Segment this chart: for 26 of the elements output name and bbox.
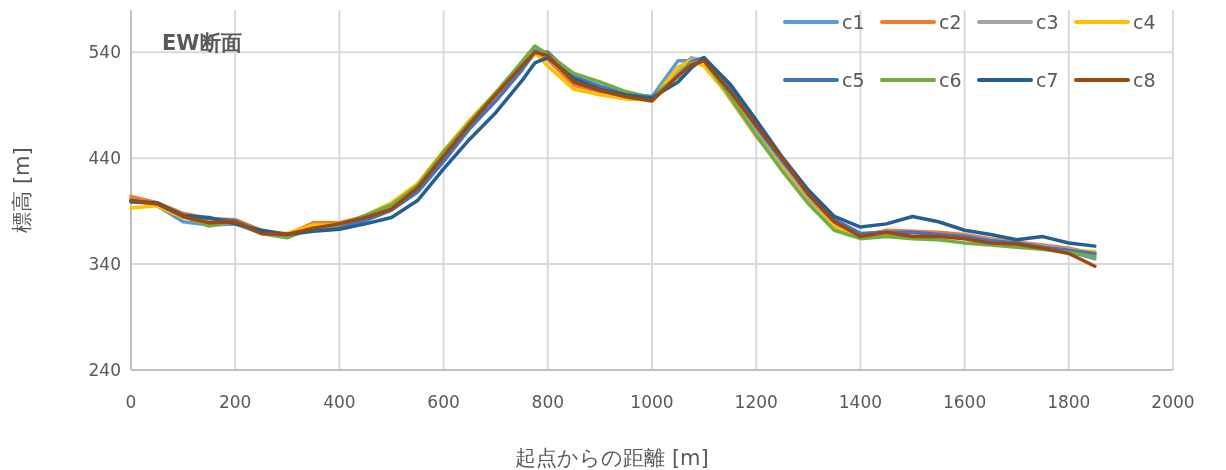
y-tick-label: 340 <box>88 254 121 275</box>
y-tick-label: 540 <box>88 42 121 63</box>
legend-label: c6 <box>939 69 962 91</box>
legend-label: c2 <box>939 11 962 33</box>
y-tick-label: 240 <box>88 360 121 380</box>
legend-label: c7 <box>1036 69 1059 91</box>
y-axis-title: 標高 [m] <box>10 147 34 233</box>
x-tick-label: 600 <box>427 392 460 412</box>
x-tick-label: 400 <box>323 392 356 412</box>
x-tick-label: 2000 <box>1151 392 1195 412</box>
x-tick-label: 1200 <box>734 392 778 412</box>
x-tick-label: 1800 <box>1047 392 1091 412</box>
y-tick-label: 440 <box>88 148 121 169</box>
x-tick-label: 0 <box>125 392 137 412</box>
x-tick-label: 1400 <box>838 392 883 412</box>
legend-label: c8 <box>1133 69 1156 91</box>
x-tick-label: 200 <box>218 392 252 412</box>
legend-label: c4 <box>1133 11 1156 33</box>
x-tick-label: 1600 <box>942 392 987 412</box>
text: EW断面 <box>162 31 242 55</box>
x-tick-label: 1000 <box>630 392 674 412</box>
legend-label: c1 <box>842 11 865 33</box>
legend-label: c3 <box>1036 11 1059 33</box>
x-tick-label: 800 <box>531 392 565 412</box>
x-axis-title: 起点からの距離 [m] <box>515 446 709 470</box>
legend-label: c5 <box>842 69 865 91</box>
